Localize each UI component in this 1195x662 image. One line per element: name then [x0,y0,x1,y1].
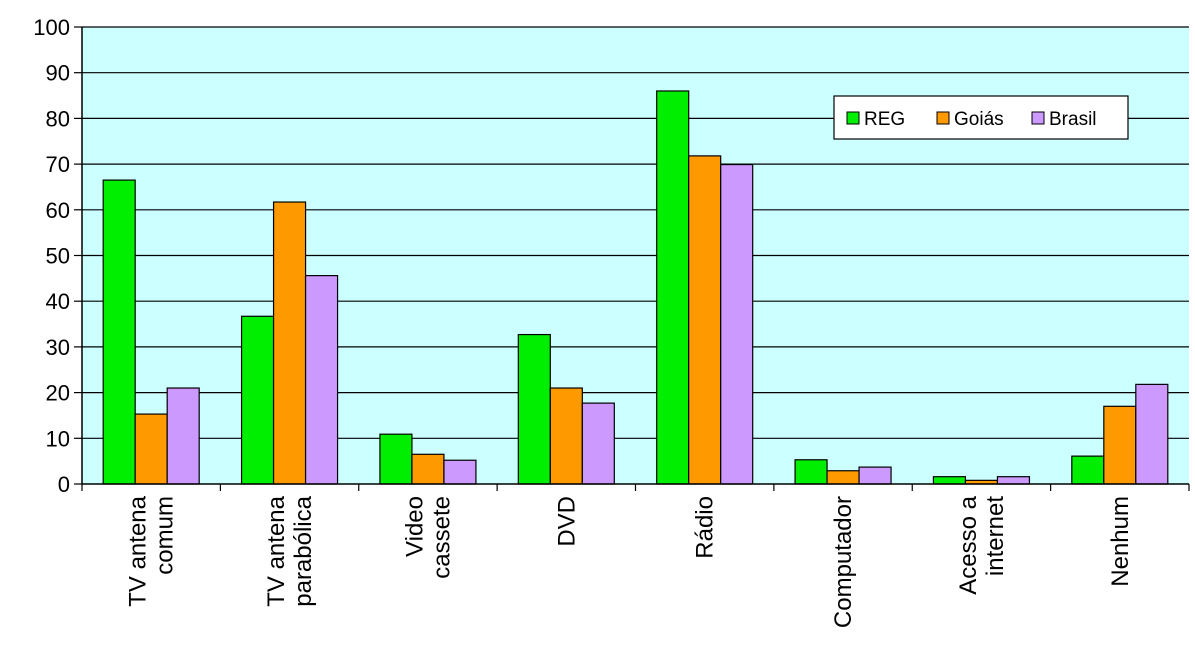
x-category-label: Computador [830,496,857,628]
legend-swatch [936,111,950,125]
bar-brasil-0 [166,387,200,485]
x-category-label: Video [401,496,428,557]
y-tick-label: 40 [46,289,70,314]
bar-gois-0 [134,413,168,485]
x-category-label: TV antena [263,495,290,606]
bar-gois-5 [826,470,860,485]
x-axis-ticks: TV antena comum TV antena parabólica Video ca… [81,484,1190,628]
x-category-label: Rádio [692,496,719,559]
y-axis-ticks: 0 10 20 30 40 50 60 70 80 90 100 [33,15,82,497]
bar-gois-2 [411,453,445,485]
y-tick-label: 80 [46,106,70,131]
x-category-label: Acesso a [955,495,982,594]
y-tick-label: 10 [46,426,70,451]
x-category-label: internet [982,496,1009,576]
x-category-label: cassete [428,496,455,579]
bar-brasil-1 [304,275,339,485]
legend-label: REG [864,109,905,130]
bar-gois-1 [272,201,307,485]
x-category-label: comum [152,496,179,575]
legend-swatch [1031,111,1045,125]
legend-swatch [846,111,860,125]
bar-reg-6 [932,476,967,485]
bar-reg-7 [1071,455,1105,485]
y-tick-label: 20 [46,381,70,406]
bar-brasil-3 [581,402,615,485]
legend-box [833,95,1129,140]
legend: REG Goiás Brasil [833,95,1129,140]
bar-brasil-5 [858,466,892,485]
x-category-label: DVD [553,496,580,547]
y-tick-label: 90 [46,61,70,86]
bar-reg-2 [379,433,413,485]
bar-reg-1 [240,315,275,485]
bar-gois-3 [549,387,583,485]
legend-label: Goiás [954,109,1004,130]
x-category-label: parabólica [290,495,317,606]
legend-label: Brasil [1049,109,1097,130]
y-tick-label: 0 [58,472,70,497]
bar-reg-3 [517,333,551,485]
y-tick-label: 100 [33,15,70,40]
x-category-label: TV antena [125,495,152,606]
y-tick-label: 50 [46,244,70,269]
bar-brasil-7 [1135,383,1169,485]
bar-brasil-6 [996,476,1031,485]
y-tick-label: 70 [46,152,70,177]
bar-reg-5 [794,459,828,485]
y-tick-label: 60 [46,198,70,223]
bar-gois-4 [688,155,722,485]
x-category-label: Nenhum [1107,496,1134,587]
bar-brasil-4 [720,163,754,485]
bars [102,90,1169,485]
bar-reg-0 [102,179,136,485]
y-tick-label: 30 [46,335,70,360]
bar-brasil-2 [443,459,477,485]
bar-reg-4 [656,90,690,485]
bar-gois-7 [1103,405,1137,485]
